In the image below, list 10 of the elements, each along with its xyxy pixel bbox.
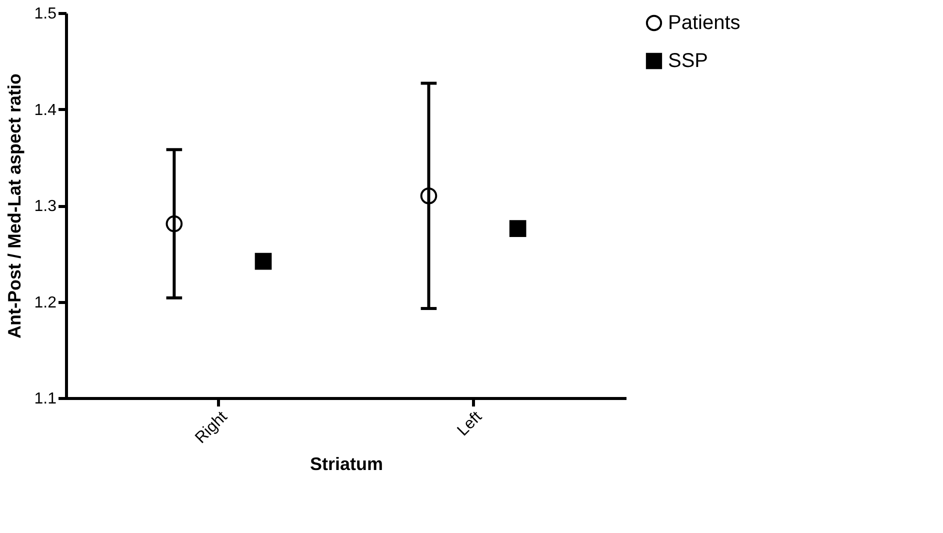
y-tick-label: 1.4 bbox=[34, 102, 57, 119]
y-tick-label: 1.2 bbox=[34, 294, 57, 312]
x-tick-label: Left bbox=[454, 408, 486, 440]
y-tick-label: 1.1 bbox=[34, 390, 57, 408]
y-tick-label: 1.3 bbox=[34, 198, 57, 215]
y-axis-title: Ant-Post / Med-Lat aspect ratio bbox=[4, 73, 24, 339]
y-tick-label: 1.5 bbox=[34, 6, 57, 22]
legend-label: Patients bbox=[668, 12, 740, 34]
x-axis-title: Striatum bbox=[310, 454, 384, 474]
legend-label: SSP bbox=[668, 50, 708, 72]
